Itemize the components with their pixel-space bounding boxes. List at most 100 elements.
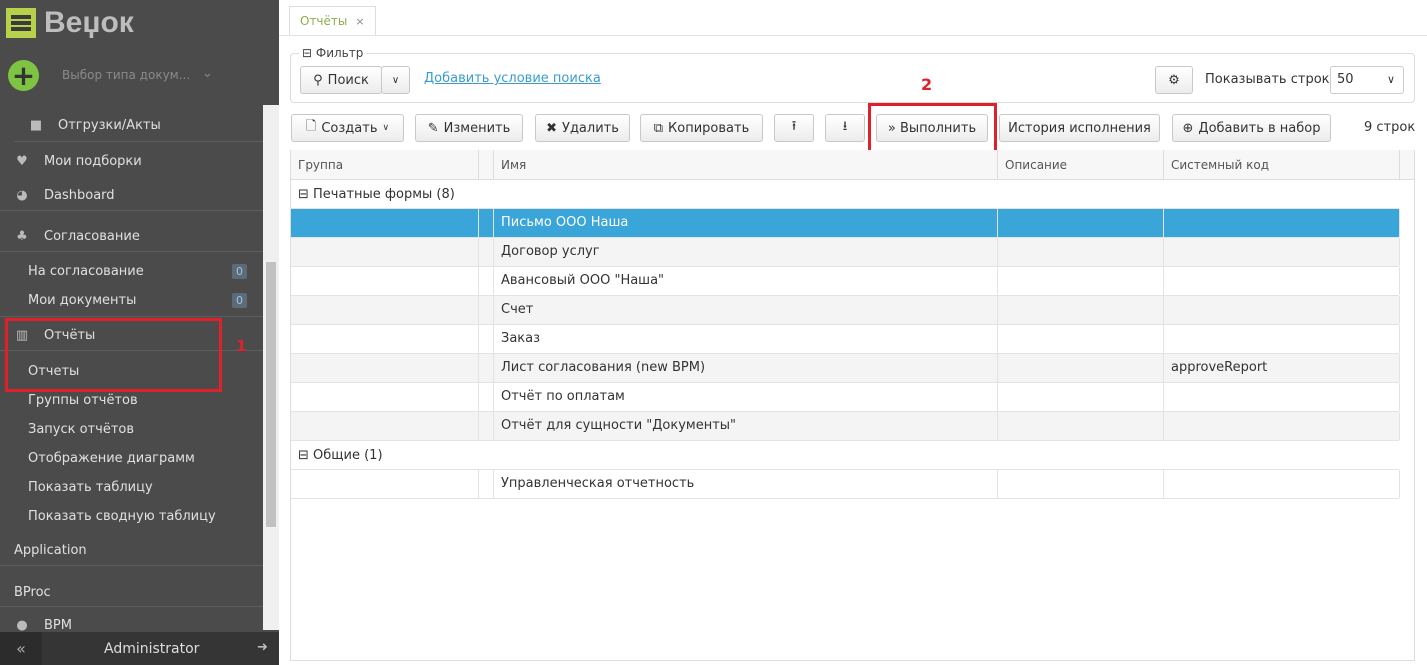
table-row[interactable]: Авансовый ООО "Наша"	[291, 267, 1400, 296]
sidebar-scroll-thumb[interactable]	[266, 262, 276, 527]
table-row[interactable]: Лист согласования (new BPM) approveReport	[291, 354, 1400, 383]
cell-code	[1164, 383, 1400, 411]
sidebar-item-approval[interactable]: ♣ Согласование	[0, 222, 263, 250]
column-header-group[interactable]: Группа	[291, 150, 479, 180]
count-badge: 0	[232, 292, 247, 308]
sidebar-item-application[interactable]: Application	[0, 536, 263, 564]
sidebar-item-run-reports[interactable]: Запуск отчётов	[0, 415, 263, 443]
cell	[479, 383, 494, 411]
sitemap-icon: ♣	[16, 228, 28, 244]
annotation-box-1	[5, 318, 222, 392]
cell	[998, 238, 1164, 266]
cell-code	[1164, 209, 1400, 237]
column-header-description[interactable]: Описание	[998, 150, 1164, 180]
add-to-set-button[interactable]: ⊕ Добавить в набор	[1172, 114, 1331, 142]
table-row[interactable]: Отчёт для сущности "Документы"	[291, 412, 1400, 441]
table-row[interactable]: Письмо ООО Наша	[291, 209, 1400, 238]
close-icon: ✖	[546, 120, 558, 136]
search-button[interactable]: ⚲ Поиск	[300, 66, 382, 94]
gear-icon: ⚙	[1168, 72, 1180, 88]
search-dropdown[interactable]: ∨	[381, 66, 410, 94]
sidebar-item-show-table[interactable]: Показать таблицу	[0, 473, 263, 501]
sidebar-item-bpm[interactable]: ● BPM	[0, 618, 263, 632]
cell	[998, 470, 1164, 498]
column-header-name[interactable]: Имя	[494, 150, 998, 180]
cell	[291, 325, 479, 353]
sidebar-item-reports[interactable]: Отчеты	[0, 357, 263, 385]
cell-code	[1164, 267, 1400, 295]
table-row[interactable]: Договор услуг	[291, 238, 1400, 267]
cell	[479, 238, 494, 266]
column-header-system-code[interactable]: Системный код	[1164, 150, 1400, 180]
sidebar-item-pivot-table[interactable]: Показать сводную таблицу	[0, 502, 263, 530]
value: 50	[1337, 72, 1354, 87]
cell-code	[1164, 238, 1400, 266]
logout-icon[interactable]: ➜	[257, 640, 268, 655]
plus-circle-icon: ⊕	[1182, 120, 1194, 136]
filter-panel	[290, 53, 1415, 103]
label: Изменить	[443, 120, 511, 136]
cell-name: Договор услуг	[494, 238, 998, 266]
run-button[interactable]: » Выполнить	[876, 114, 988, 142]
table-row[interactable]: Отчёт по оплатам	[291, 383, 1400, 412]
table-row[interactable]: Заказ	[291, 325, 1400, 354]
cell	[998, 383, 1164, 411]
cell	[998, 267, 1164, 295]
chevron-down-icon[interactable]: ⌄	[202, 66, 213, 81]
cell	[998, 412, 1164, 440]
collapse-sidebar-icon[interactable]: «	[0, 632, 42, 665]
sidebar-item-bproc[interactable]: BProc	[0, 578, 263, 606]
cell	[479, 412, 494, 440]
table-row[interactable]: Счет	[291, 296, 1400, 325]
add-document-button[interactable]: +	[8, 60, 39, 91]
download-button[interactable]: ⭳	[825, 114, 865, 142]
person-icon: ●	[16, 618, 28, 632]
group-row[interactable]: ⊟ Печатные формы (8)	[291, 180, 1399, 209]
logo-icon	[6, 8, 36, 38]
sidebar-item-reports-section[interactable]: ▥ Отчёты	[0, 321, 263, 349]
cell-code	[1164, 470, 1400, 498]
create-button[interactable]: 🗋 Создать ∨	[291, 114, 404, 142]
history-button[interactable]: История исполнения	[999, 114, 1160, 142]
label: BProc	[14, 584, 51, 600]
column-header-spacer	[479, 150, 494, 180]
sidebar-item-charts[interactable]: Отображение диаграмм	[0, 444, 263, 472]
label: BPM	[44, 618, 72, 632]
add-condition-link[interactable]: Добавить условие поиска	[424, 71, 601, 86]
row-count: 9 строк	[1364, 120, 1416, 135]
cell	[998, 209, 1164, 237]
folder-icon: ■	[29, 117, 43, 133]
rows-per-page-select[interactable]: 50 ∨	[1330, 66, 1404, 94]
header-filler	[1400, 150, 1414, 180]
sidebar-item-shipments[interactable]: ■ Отгрузки/Акты	[0, 111, 263, 139]
sidebar-item-my-selections[interactable]: ♥ Мои подборки	[0, 147, 263, 175]
filter-toggle[interactable]: ⊟ Фильтр	[299, 46, 367, 60]
sidebar-item-dashboard[interactable]: ◕ Dashboard	[0, 181, 263, 209]
logo: Веџок	[6, 6, 134, 40]
sidebar-item-report-groups[interactable]: Группы отчётов	[0, 386, 263, 414]
label: Копировать	[668, 120, 750, 136]
copy-icon: ⧉	[653, 120, 664, 136]
chevron-down-icon: ∨	[1386, 73, 1395, 86]
cell	[998, 296, 1164, 324]
doc-type-select[interactable]: Выбор типа докум...	[62, 68, 191, 82]
label: » Выполнить	[887, 120, 977, 136]
count-badge: 0	[232, 263, 247, 279]
upload-button[interactable]: ⭱	[774, 114, 814, 142]
table-row[interactable]: Управленческая отчетность	[291, 470, 1400, 499]
cell	[998, 325, 1164, 353]
bar-chart-icon: ▥	[15, 327, 29, 343]
tab-reports[interactable]: Отчёты ×	[289, 6, 376, 36]
close-tab-icon[interactable]: ×	[355, 15, 365, 28]
group-row[interactable]: ⊟ Общие (1)	[291, 441, 1399, 470]
delete-button[interactable]: ✖ Удалить	[535, 114, 630, 142]
cell	[291, 296, 479, 324]
sidebar-item-my-documents[interactable]: Мои документы 0	[0, 286, 263, 314]
sidebar-item-for-approval[interactable]: На согласование 0	[0, 257, 263, 285]
cell-code: approveReport	[1164, 354, 1400, 382]
edit-button[interactable]: ✎ Изменить	[415, 114, 523, 142]
settings-button[interactable]: ⚙	[1155, 66, 1193, 94]
cell-code	[1164, 325, 1400, 353]
cell	[291, 354, 479, 382]
copy-button[interactable]: ⧉ Копировать	[640, 114, 763, 142]
